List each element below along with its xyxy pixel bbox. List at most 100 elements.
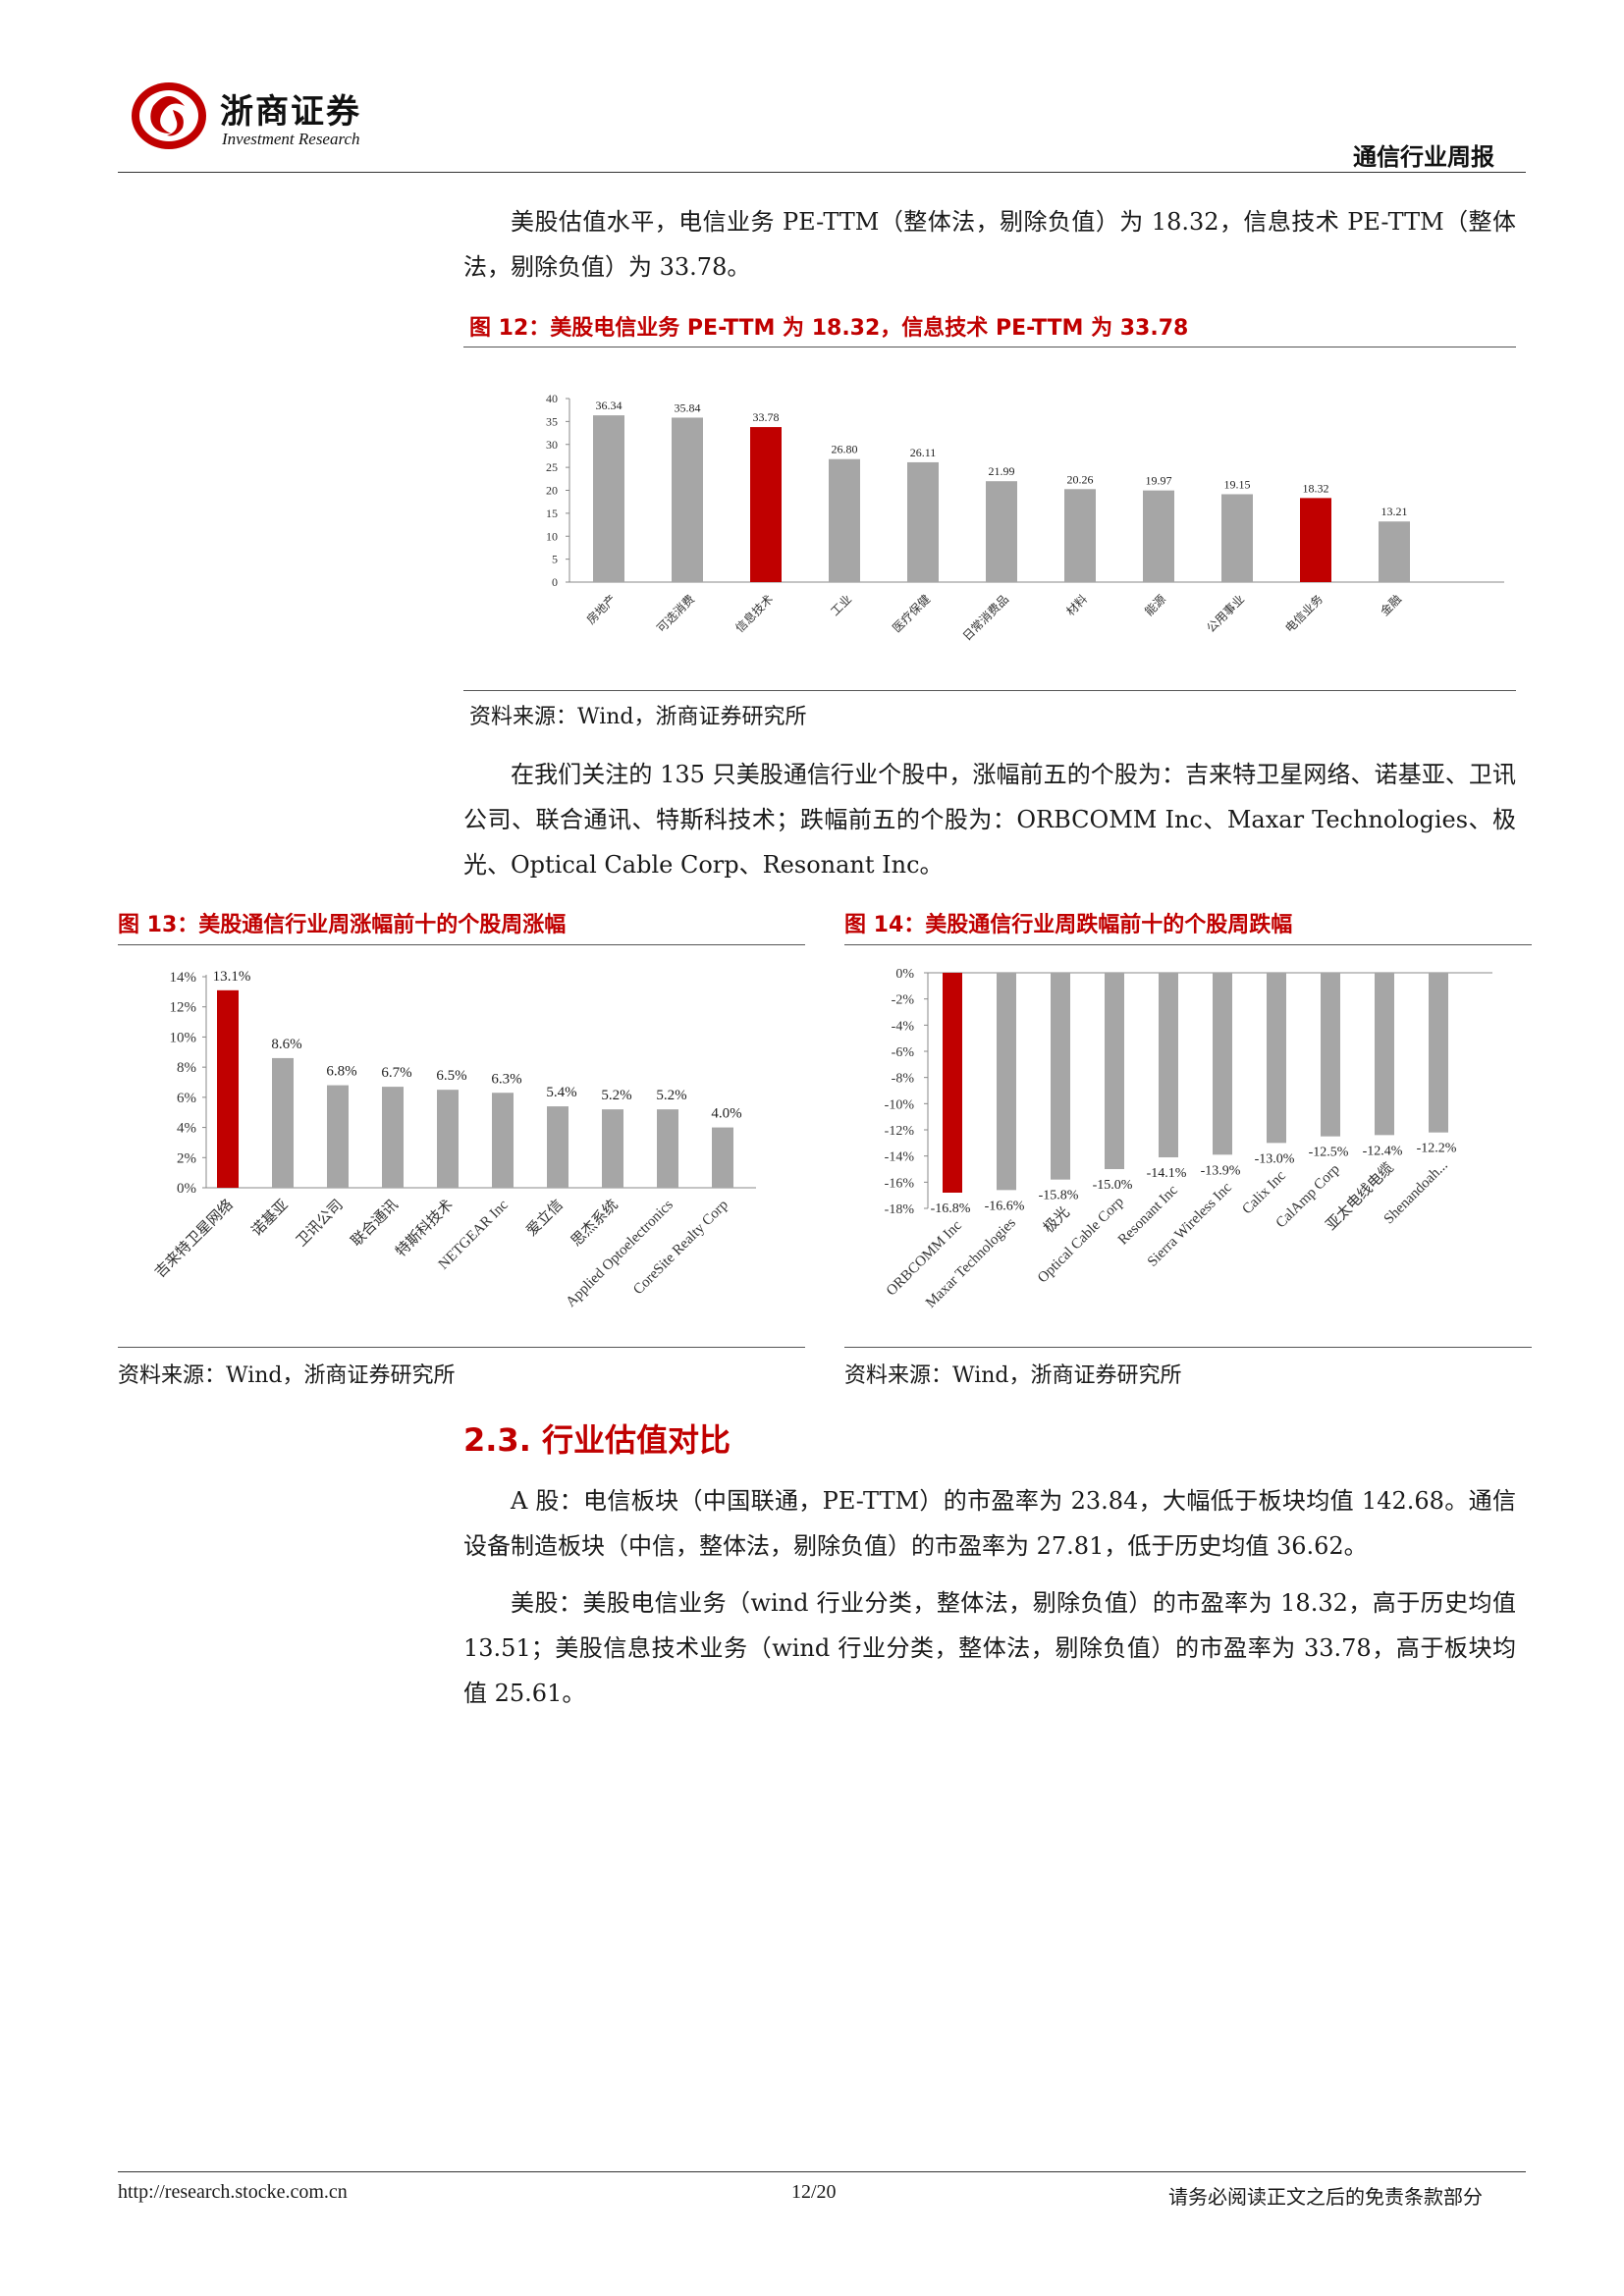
bar-value-label: -15.0% (1093, 1178, 1133, 1193)
x-tick-label: 医疗保健 (890, 592, 933, 635)
bar-value-label: -13.0% (1255, 1151, 1295, 1166)
bar-value-label: 26.80 (832, 443, 858, 456)
y-tick-label: -16% (885, 1176, 915, 1191)
bar-value-label: -12.2% (1417, 1142, 1457, 1156)
y-tick-label: 10 (546, 529, 558, 543)
bar-value-label: 36.34 (596, 399, 623, 412)
bar-value-label: 8.6% (271, 1037, 301, 1052)
bar (1159, 973, 1178, 1157)
bar (943, 973, 962, 1193)
y-tick-label: -6% (892, 1045, 915, 1060)
x-tick-label: 房地产 (583, 592, 619, 627)
bar-value-label: 19.15 (1224, 477, 1251, 491)
y-tick-label: 14% (170, 970, 197, 986)
bar (907, 461, 939, 582)
bar-value-label: 6.7% (381, 1065, 411, 1081)
y-tick-label: 5 (552, 553, 558, 566)
x-tick-label: Optical Cable Corp (1035, 1195, 1127, 1287)
y-tick-label: 12% (170, 1000, 197, 1016)
bar (986, 481, 1017, 582)
y-tick-label: 20 (546, 484, 558, 498)
x-tick-label: 能源 (1142, 592, 1168, 618)
bar (1064, 489, 1096, 582)
x-tick-label: 吉来特卫星网络 (152, 1197, 237, 1281)
bar-value-label: 18.32 (1303, 481, 1329, 495)
logo-mark (132, 82, 206, 149)
bar (1213, 973, 1232, 1155)
y-tick-label: 0% (177, 1181, 196, 1197)
x-tick-label: 卫讯公司 (293, 1197, 346, 1250)
bar (997, 973, 1016, 1191)
bar-value-label: 5.2% (601, 1088, 631, 1103)
company-logo (128, 77, 210, 153)
figure-13-bottom-rule (118, 1347, 805, 1348)
paragraph-us-valuation: 美股估值水平，电信业务 PE-TTM（整体法，剔除负值）为 18.32，信息技术… (463, 208, 1516, 281)
bar (272, 1057, 294, 1188)
figure-12-chart: 40 35 30 25 20 15 10 5 0 36.34 35.84 33.78 26.80 26.… (546, 392, 1504, 644)
bar (1267, 973, 1286, 1144)
bar-value-label: 6.3% (491, 1071, 521, 1087)
x-tick-label: 公用事业 (1204, 592, 1247, 635)
x-tick-label: 金融 (1378, 592, 1405, 619)
report-section-title: 通信行业周报 (1353, 143, 1494, 171)
footer-disclaimer: 请务必阅读正文之后的免责条款部分 (1168, 2185, 1483, 2209)
figure-13-chart: 14% 12% 10% 8% 6% 4% 2% 0% 13.1% 8.6% 6.8% 6.7% 6.5… (152, 969, 756, 1310)
page-number: 12/20 (791, 2181, 837, 2203)
paragraph-a-share-valuation: A 股：电信板块（中国联通，PE-TTM）的市盈率为 23.84，大幅低于板块均… (463, 1487, 1516, 1560)
bar (327, 1085, 349, 1188)
bar-value-label: 13.21 (1381, 505, 1408, 518)
y-tick-label: -14% (885, 1150, 915, 1165)
bar (1143, 490, 1174, 582)
y-tick-label: -10% (885, 1097, 915, 1112)
bar (437, 1090, 459, 1188)
x-tick-label: 电信业务 (1282, 592, 1326, 636)
bar-value-label: -15.8% (1039, 1189, 1079, 1203)
bar-value-label: 33.78 (753, 410, 780, 424)
y-tick-label: -18% (885, 1202, 915, 1217)
bar-value-label: 5.4% (546, 1085, 576, 1100)
bar (1105, 973, 1124, 1169)
y-tick-label: -2% (892, 993, 915, 1008)
bar-value-label: 6.8% (326, 1064, 356, 1080)
figure-14-bottom-rule (844, 1347, 1532, 1348)
brand-name-cn: 浙商证券 (220, 92, 361, 132)
y-tick-label: 8% (177, 1060, 196, 1076)
bar-value-label: -16.6% (985, 1199, 1025, 1213)
bar (712, 1127, 733, 1188)
x-tick-label: 工业 (828, 592, 854, 618)
x-tick-label: 极光 (1041, 1203, 1073, 1236)
bar (547, 1106, 568, 1188)
bar (750, 427, 782, 582)
x-tick-label: 联合通讯 (348, 1197, 401, 1250)
figure-13-source: 资料来源：Wind，浙商证券研究所 (118, 1363, 456, 1388)
y-tick-label: -4% (892, 1019, 915, 1034)
bar-value-label: 13.1% (213, 969, 251, 985)
y-tick-label: 10% (170, 1030, 197, 1045)
x-tick-label: 信息技术 (732, 592, 777, 636)
footer-url[interactable]: http://research.stocke.com.cn (118, 2181, 348, 2203)
figure-12-title: 图 12：美股电信业务 PE-TTM 为 18.32，信息技术 PE-TTM 为… (469, 316, 1189, 341)
x-tick-label: 思杰系统 (568, 1197, 621, 1250)
y-tick-label: -8% (892, 1072, 915, 1087)
bar (1221, 494, 1253, 582)
header-rule (118, 172, 1526, 173)
paragraph-top-movers: 在我们关注的 135 只美股通信行业个股中，涨幅前五的个股为：吉来特卫星网络、诺… (463, 761, 1516, 879)
bar-value-label: -12.5% (1309, 1146, 1349, 1160)
figure-12-bottom-rule (463, 690, 1516, 691)
bar-value-label: 21.99 (989, 464, 1015, 478)
x-tick-label: 日常消费品 (960, 592, 1011, 643)
bar-value-label: -14.1% (1147, 1166, 1187, 1181)
figure-13-title: 图 13：美股通信行业周涨幅前十的个股周涨幅 (118, 913, 567, 937)
bar-value-label: 20.26 (1067, 472, 1094, 486)
brand-name-en: Investment Research (222, 130, 360, 148)
y-tick-label: 40 (546, 392, 558, 405)
y-tick-label: 0 (552, 575, 558, 589)
bar (382, 1087, 404, 1188)
x-tick-label: Calix Inc (1239, 1168, 1289, 1218)
bar-value-label: 4.0% (711, 1106, 741, 1122)
y-tick-label: 35 (546, 414, 558, 428)
paragraph-us-share-valuation: 美股：美股电信业务（wind 行业分类，整体法，剔除负值）的市盈率为 18.32… (463, 1589, 1516, 1707)
bar (1321, 973, 1340, 1137)
y-tick-label: 0% (895, 967, 914, 982)
bar (593, 415, 624, 582)
